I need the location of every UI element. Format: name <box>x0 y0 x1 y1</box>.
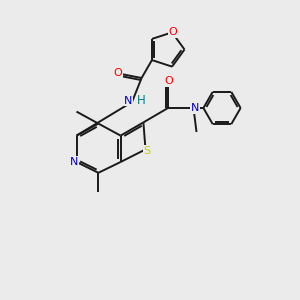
Text: N: N <box>191 103 199 113</box>
Text: N: N <box>70 157 78 167</box>
Text: O: O <box>113 68 122 79</box>
Text: H: H <box>136 94 146 107</box>
Text: S: S <box>143 146 151 156</box>
Text: N: N <box>124 96 133 106</box>
Text: O: O <box>168 27 177 38</box>
Text: O: O <box>164 76 173 86</box>
